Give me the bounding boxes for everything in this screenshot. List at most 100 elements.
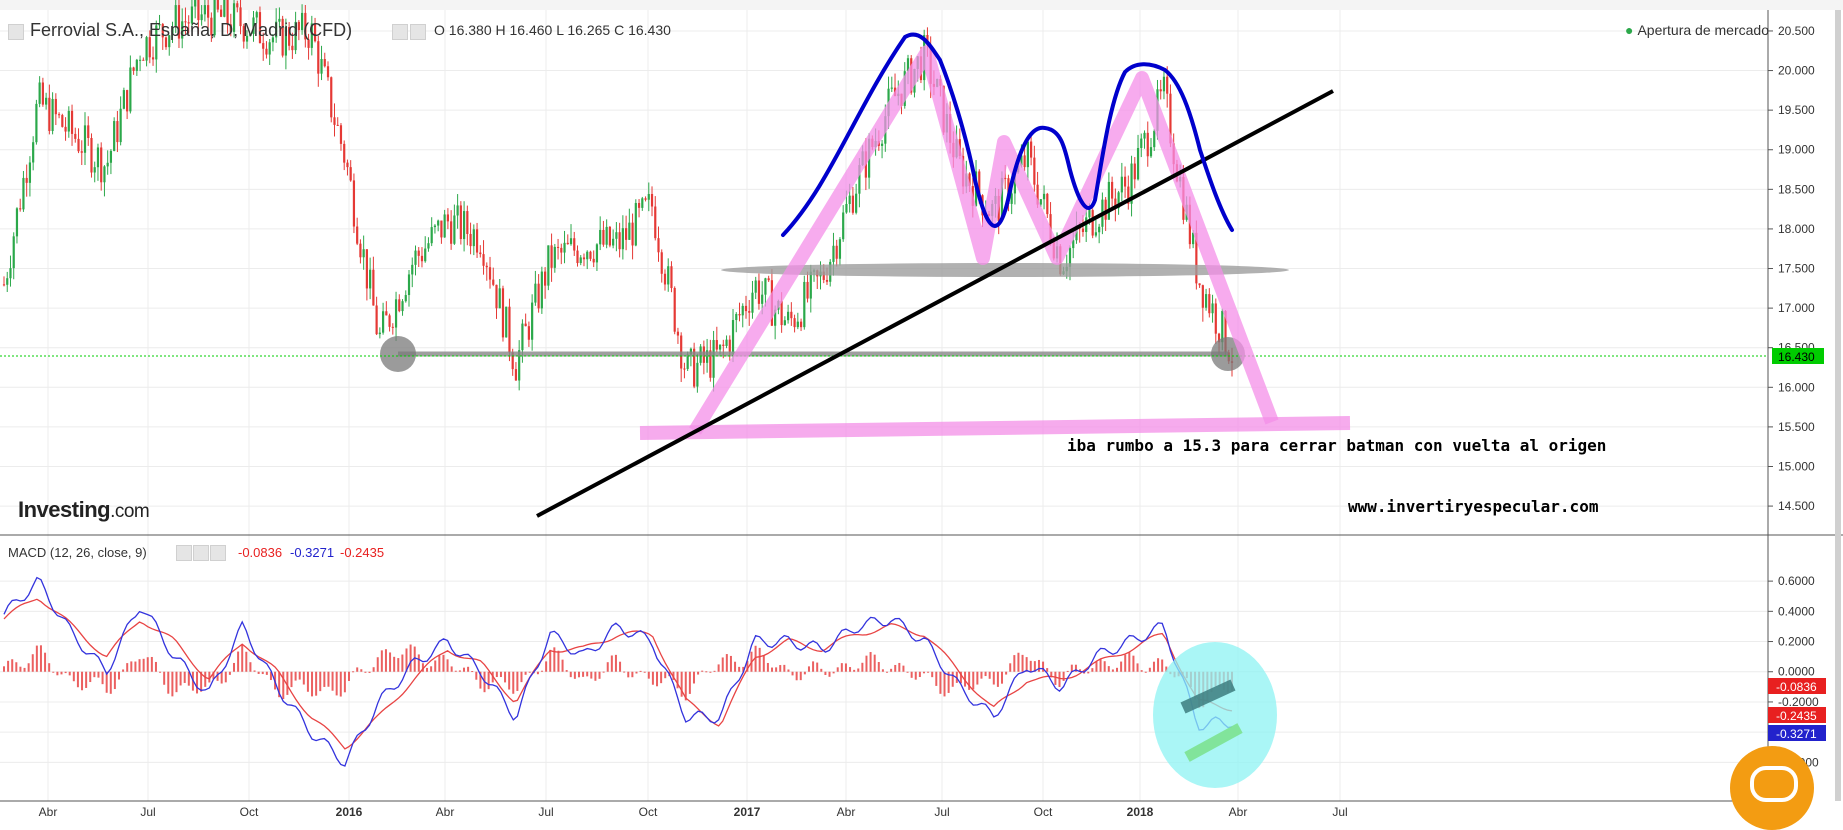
macd-hist-bar	[1148, 667, 1151, 672]
macd-settings-icon[interactable]	[193, 545, 209, 561]
candle-body	[1140, 138, 1143, 148]
macd-close-icon[interactable]	[210, 545, 226, 561]
candle-body	[660, 252, 663, 274]
candle-body	[407, 274, 411, 296]
candle-body	[15, 208, 19, 237]
candle-body	[767, 278, 770, 281]
candle-body	[560, 247, 563, 253]
macd-hist-bar	[1001, 671, 1004, 684]
candle-body	[495, 284, 498, 309]
candle-body	[197, 0, 200, 21]
macd-hist-bar	[807, 666, 810, 672]
macd-value-2: -0.3271	[290, 545, 335, 560]
candle-body	[783, 320, 786, 326]
macd-hist-bar	[656, 671, 659, 687]
candle-body	[359, 243, 362, 258]
candle-body	[138, 59, 142, 61]
macd-hist-bar	[159, 671, 162, 673]
macd-bar-dark	[1180, 679, 1236, 714]
candle-body	[430, 227, 433, 244]
macd-hist-bar	[389, 652, 392, 672]
macd-hist-bar	[840, 663, 843, 672]
candle-body	[485, 265, 488, 268]
settings-icon[interactable]	[392, 24, 408, 40]
candle-body	[288, 27, 291, 46]
macd-hist-bar	[1025, 657, 1028, 672]
macd-hist-bar	[52, 671, 55, 673]
candle-body	[511, 352, 514, 370]
candle-body	[731, 320, 735, 352]
macd-hist-bar	[11, 659, 14, 672]
candle-body	[145, 37, 148, 61]
candle-body	[741, 305, 744, 316]
candle-body	[663, 273, 667, 285]
macd-hist-bar	[1087, 671, 1090, 674]
candle-body	[1094, 232, 1098, 236]
macd-hist-bar	[606, 662, 609, 672]
macd-hist-bar	[610, 655, 613, 672]
trendline	[536, 89, 1334, 518]
candle-body	[278, 18, 281, 22]
macd-hist-bar	[1124, 654, 1127, 672]
macd-hist-bar	[980, 671, 983, 679]
candle-body	[1004, 177, 1007, 179]
macd-hist-bar	[680, 671, 683, 697]
macd-hist-bar	[146, 657, 149, 672]
macd-hist-bar	[475, 671, 478, 680]
macd-hist-bar	[241, 645, 244, 672]
candle-body	[657, 238, 660, 253]
macd-hist-bar	[237, 651, 240, 672]
candle-body	[207, 5, 210, 18]
price-tick-label: 16.000	[1778, 380, 1815, 394]
macd-hist-bar	[183, 671, 186, 683]
macd-hist-bar	[557, 650, 560, 672]
gear-icon[interactable]	[410, 24, 426, 40]
candle-body	[109, 150, 113, 163]
candle-body	[543, 271, 547, 286]
candle-body	[2, 284, 6, 286]
batman-outline	[781, 32, 1234, 237]
macd-tick-label: 0.0000	[1778, 665, 1815, 679]
macd-hist-bar	[779, 665, 782, 672]
macd-hist-bar	[639, 670, 642, 672]
macd-hist-bar	[1033, 661, 1036, 672]
candle-body	[164, 37, 168, 48]
macd-hist-bar	[713, 670, 716, 672]
candle-body	[443, 214, 446, 238]
macd-hist-bar	[467, 666, 470, 672]
candle-body	[1081, 228, 1085, 233]
macd-hist-bar	[208, 671, 211, 683]
chat-button[interactable]	[1730, 746, 1814, 830]
macd-value-3: -0.2435	[340, 545, 385, 560]
macd-hist-bar	[1058, 671, 1061, 688]
candle-body	[550, 245, 553, 268]
candle-body	[764, 278, 767, 295]
macd-hist-bar	[97, 671, 100, 678]
price-tick-label: 20.500	[1778, 24, 1815, 38]
time-tick-label: Jul	[1332, 805, 1347, 819]
macd-hist-bar	[343, 671, 346, 693]
candle-body	[1111, 181, 1114, 199]
candle-body	[281, 18, 284, 56]
candle-body	[838, 239, 842, 259]
candle-body	[126, 90, 129, 112]
candle-body	[650, 194, 654, 207]
macd-hist-bar	[561, 659, 564, 672]
macd-hist-bar	[688, 671, 691, 694]
candle-body	[459, 205, 462, 240]
candle-body	[673, 288, 676, 332]
candle-body	[369, 269, 372, 289]
candle-body	[1204, 294, 1208, 308]
candle-body	[411, 264, 414, 275]
macd-hist-bar	[935, 671, 938, 686]
macd-hist-bar	[873, 654, 876, 672]
candle-body	[637, 203, 641, 208]
macd-eye-icon[interactable]	[176, 545, 192, 561]
candle-body	[592, 258, 595, 263]
candle-body	[842, 212, 845, 240]
macd-hist-bar	[643, 671, 646, 673]
macd-hist-bar	[746, 660, 749, 672]
candle-body	[336, 124, 339, 126]
macd-hist-bar	[1157, 658, 1160, 672]
collapse-icon[interactable]	[8, 24, 24, 40]
